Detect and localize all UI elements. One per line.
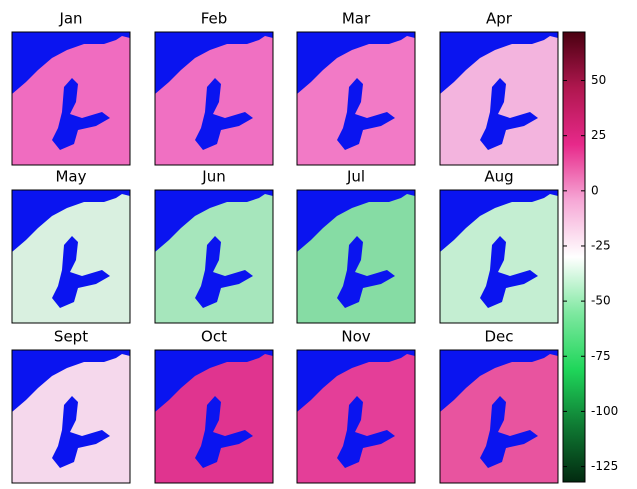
colorbar-tick-label: -25 [591, 238, 611, 252]
panel-title: May [55, 168, 86, 186]
panel-title: Aug [484, 168, 513, 186]
map-panel [440, 190, 558, 323]
panel-title: Sept [54, 328, 88, 346]
chart: Jan Feb Mar Apr May Jun Jul Aug Sept Oct Nov Dec 50 2… [0, 0, 637, 485]
colorbar-tick-label: -100 [591, 404, 618, 418]
colorbar-tick-label: -50 [591, 294, 611, 308]
map-panel [12, 350, 130, 483]
map-panel [155, 350, 273, 483]
colorbar-tick-label: 0 [591, 183, 599, 197]
panel-title: Dec [484, 328, 513, 346]
panel-title: Feb [201, 10, 228, 28]
map-panel [155, 190, 273, 323]
panel-title: Mar [342, 10, 371, 28]
panel-title: Jan [58, 10, 82, 28]
colorbar-tick-label: 25 [591, 128, 606, 142]
map-panel [297, 190, 415, 323]
panel-title: Jul [346, 168, 365, 186]
map-panel [297, 32, 415, 165]
map-panel [155, 32, 273, 165]
map-panel [297, 350, 415, 483]
colorbar [563, 32, 585, 482]
colorbar-tick-label: 50 [591, 73, 606, 87]
map-panel [12, 190, 130, 323]
colorbar-tick-label: -125 [591, 459, 618, 473]
panel-title: Oct [201, 328, 227, 346]
map-panel [440, 350, 558, 483]
map-panel [440, 32, 558, 165]
panel-title: Apr [486, 10, 513, 28]
colorbar-tick-label: -75 [591, 349, 611, 363]
map-panel [12, 32, 130, 165]
panel-title: Jun [201, 168, 225, 186]
panel-title: Nov [341, 328, 370, 346]
